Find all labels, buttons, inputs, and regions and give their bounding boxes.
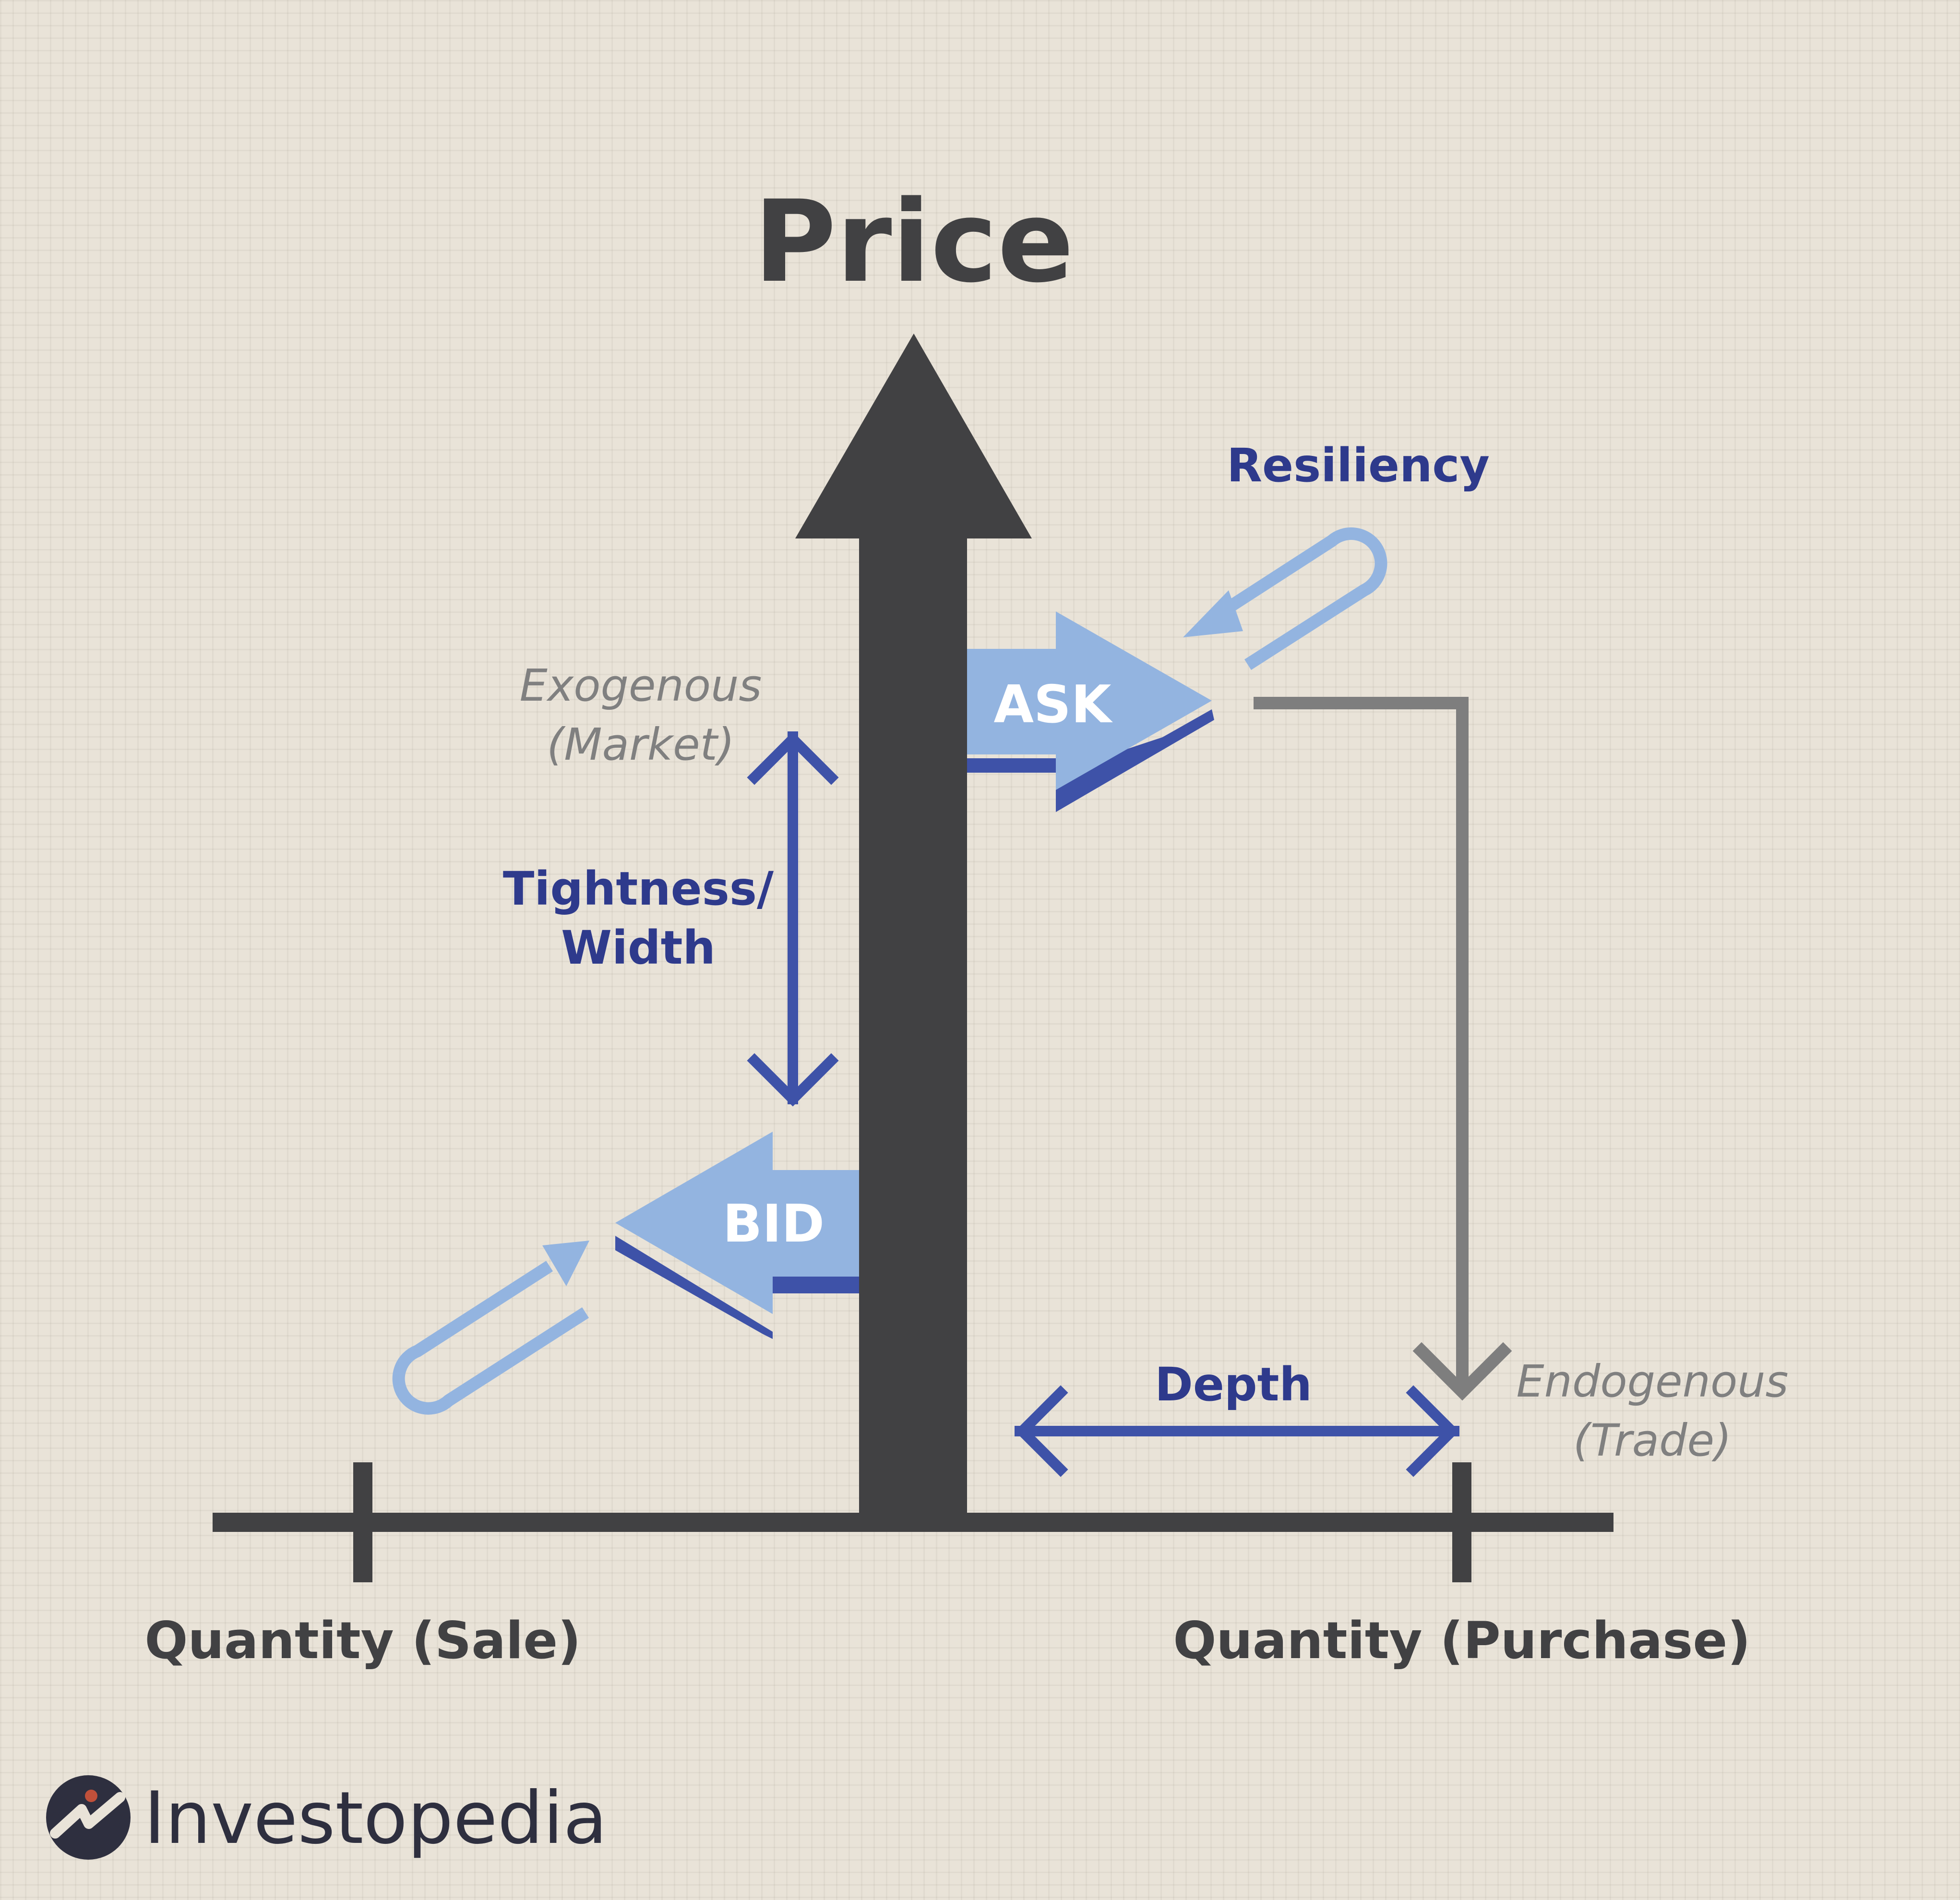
bid-label: BID: [723, 1194, 825, 1254]
investopedia-logo: Investopedia: [46, 1775, 607, 1860]
bid-arrow: BID: [615, 1132, 859, 1339]
bid-arrow-shadow: [615, 1236, 859, 1339]
brand-name: Investopedia: [144, 1777, 607, 1860]
left-arrow-icon: [615, 1132, 859, 1314]
resiliency-arrow-icon-lower: [392, 1241, 589, 1415]
ask-arrow-shadow-edge: [1056, 709, 1214, 812]
diagram-title: Price: [753, 177, 1074, 308]
exogenous-label-line2: (Market): [547, 719, 734, 770]
endogenous-label-line1: Endogenous: [1517, 1356, 1789, 1407]
elbow-arrow-icon: [1254, 697, 1512, 1401]
resiliency-arrow-icon: [1183, 527, 1387, 670]
ask-arrow: ASK: [967, 611, 1214, 812]
quantity-sale-label: Quantity (Sale): [144, 1611, 581, 1670]
right-arrow-icon: [967, 611, 1212, 790]
resiliency-label: Resiliency: [1227, 439, 1490, 492]
investopedia-logo-icon: [46, 1775, 131, 1860]
endogenous-label-line2: (Trade): [1573, 1415, 1732, 1466]
exogenous-label-line1: Exogenous: [520, 660, 762, 711]
depth-label: Depth: [1155, 1358, 1312, 1411]
horizontal-double-arrow-icon: [1015, 1385, 1459, 1477]
tightness-label-line1: Tightness/: [503, 862, 774, 916]
ask-label: ASK: [993, 675, 1112, 735]
price-arrow-icon: [795, 334, 1032, 1522]
tightness-label-line2: Width: [561, 921, 716, 975]
vertical-double-arrow-icon: [747, 731, 839, 1107]
quantity-purchase-label: Quantity (Purchase): [1173, 1611, 1750, 1670]
